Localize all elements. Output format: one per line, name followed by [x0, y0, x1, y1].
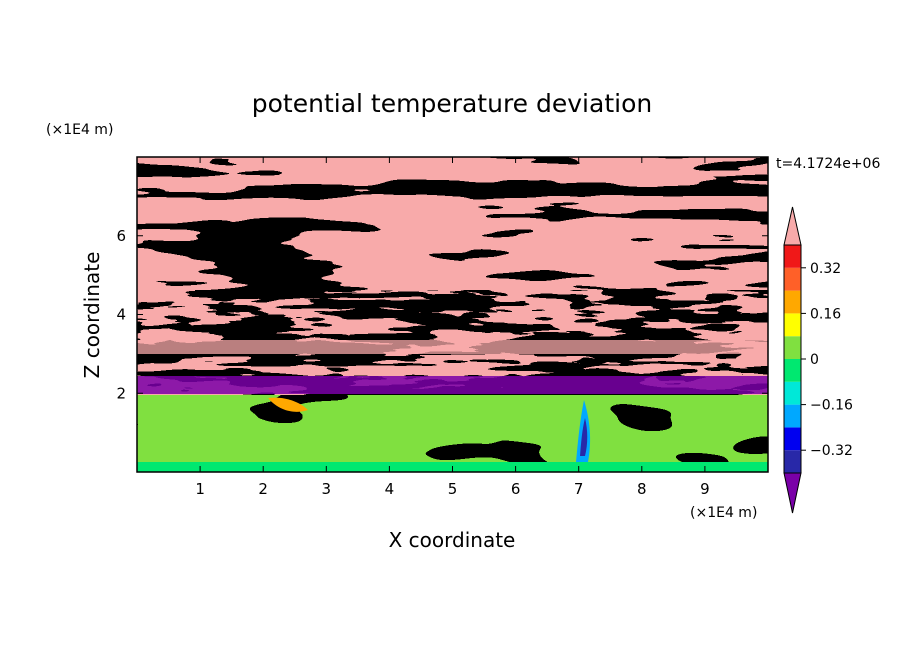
colorbar-tick-label: 0.32	[810, 261, 841, 277]
contour-field	[137, 157, 768, 472]
colorbar-swatch	[784, 290, 801, 314]
x-tick-label: 6	[511, 480, 521, 498]
x-tick-label: 3	[322, 480, 332, 498]
warm-patch	[268, 397, 308, 412]
x-tick-label: 7	[574, 480, 584, 498]
colorbar-swatch	[784, 427, 801, 451]
colorbar-tick-label: 0	[810, 352, 819, 368]
colorbar-swatch	[784, 359, 801, 382]
x-tick-label: 2	[258, 480, 268, 498]
time-label: t=4.1724e+06	[776, 156, 880, 172]
colorbar: 0.32 0.16 0 −0.16 −0.32	[783, 206, 853, 514]
colorbar-swatch	[784, 245, 801, 268]
colorbar-swatch	[784, 336, 801, 359]
y-unit-label: (×1E4 m)	[46, 122, 113, 138]
boundary-purple	[137, 376, 768, 394]
y-tick-label: 4	[116, 306, 126, 324]
colorbar-swatch	[784, 267, 801, 291]
colorbar-tick-label: −0.32	[810, 443, 853, 459]
y-tick-label: 6	[116, 227, 126, 245]
colorbar-extend-low	[783, 472, 802, 514]
colorbar-tick-label: −0.16	[810, 398, 853, 414]
x-tick-label: 8	[637, 480, 647, 498]
colorbar-swatch	[784, 381, 801, 405]
x-tick-label: 1	[195, 480, 205, 498]
x-tick-label: 9	[700, 480, 710, 498]
colorbar-swatch	[784, 404, 801, 428]
y-axis: 2 4 6	[116, 227, 768, 402]
plume-core	[580, 418, 588, 456]
x-unit-label: (×1E4 m)	[690, 505, 757, 521]
chart-title: potential temperature deviation	[252, 89, 652, 118]
colorbar-tick-label: 0.16	[810, 306, 841, 322]
y-axis-label: Z coordinate	[80, 252, 104, 379]
colorbar-extend-high	[783, 206, 802, 246]
boundary-pink	[137, 340, 768, 354]
x-axis: 1 2 3 4 5 6 7 8 9	[195, 157, 710, 498]
colorbar-swatch	[784, 450, 801, 473]
x-tick-label: 5	[448, 480, 458, 498]
colorbar-swatch	[784, 313, 801, 337]
x-axis-label: X coordinate	[389, 528, 516, 552]
y-tick-label: 2	[116, 384, 126, 402]
lower-band-teal	[137, 395, 768, 472]
x-tick-label: 4	[385, 480, 395, 498]
